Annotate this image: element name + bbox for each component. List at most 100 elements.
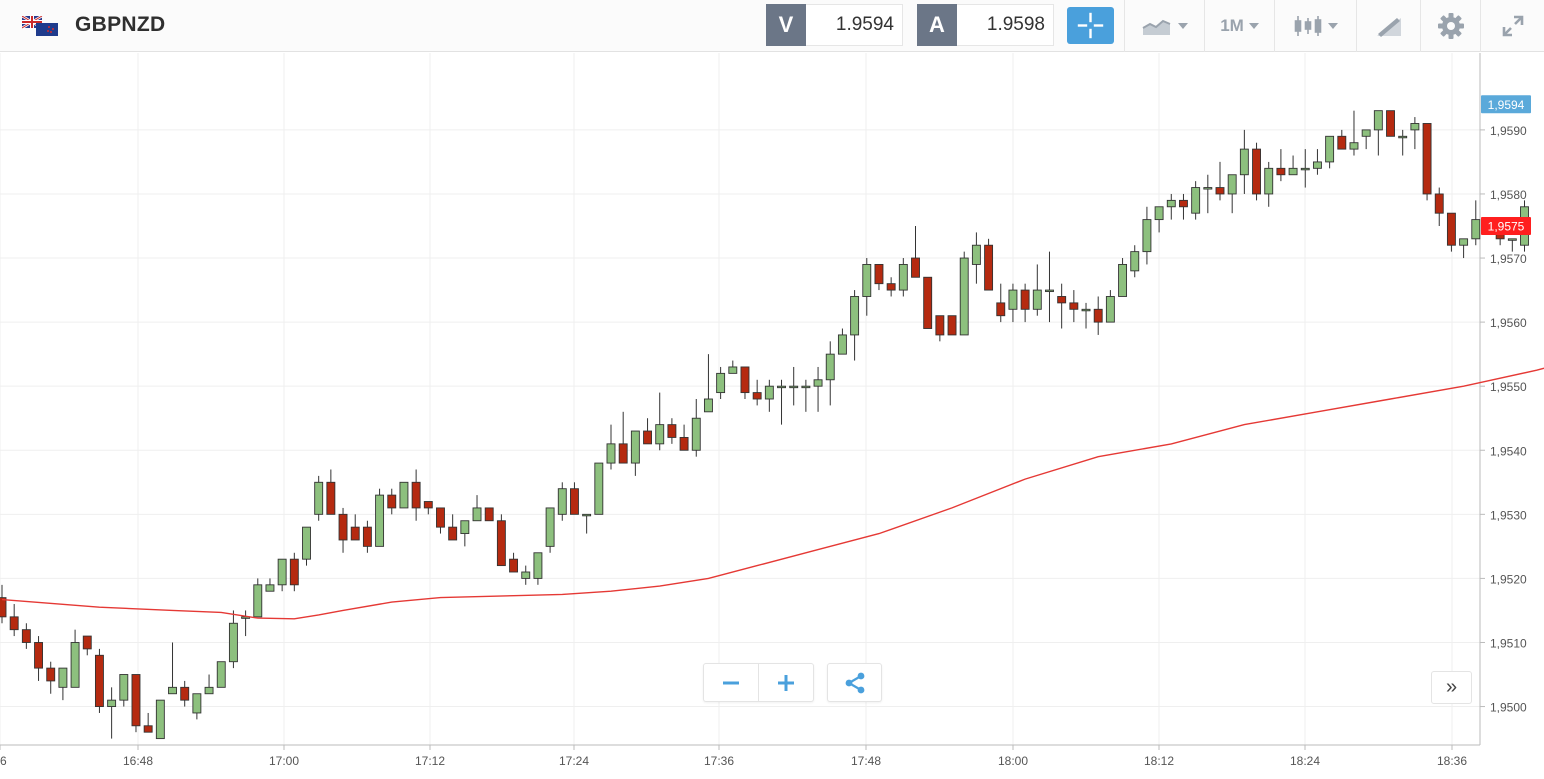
candle-body: [1130, 251, 1140, 272]
area-chart-icon: [1142, 19, 1171, 35]
candle-body: [1032, 289, 1042, 310]
chevron-down-icon: [1248, 23, 1259, 29]
candle-body: [496, 520, 506, 567]
instrument-symbol: GBPNZD: [75, 13, 166, 36]
candle-body: [1227, 174, 1237, 195]
drawing-tools-button[interactable]: [1356, 0, 1420, 52]
candle-body: [326, 481, 336, 515]
price-chart[interactable]: 1,9500 1,9510 1,9520 1,9530 1,9540 1,9550 1,95…: [0, 53, 1544, 779]
candle-body: [1276, 167, 1286, 176]
candle-body: [1264, 167, 1274, 195]
candle-body: [679, 436, 689, 451]
candle-body: [582, 513, 592, 517]
zoom-controls: [703, 663, 814, 702]
candle-body: [789, 385, 799, 389]
candle-body: [21, 629, 31, 643]
candle-body: [302, 526, 311, 560]
candle-body: [1312, 161, 1322, 169]
y-axis-tick-label: 1,9570: [1490, 252, 1527, 266]
candle-body: [82, 635, 92, 650]
candle-body: [509, 558, 519, 573]
candle-body: [1105, 296, 1115, 323]
double-chevron-right-icon: »: [1445, 676, 1458, 698]
candle-body: [935, 315, 945, 336]
candle-body: [180, 686, 190, 701]
y-axis-tick-label: 1,9580: [1490, 188, 1527, 202]
sell-price-box[interactable]: V 1.9594: [766, 4, 903, 46]
sell-label: V: [766, 4, 806, 46]
share-button[interactable]: [827, 663, 882, 702]
candle-body: [362, 526, 372, 547]
x-axis-tick-label: 6: [0, 754, 7, 768]
candle-body: [911, 257, 920, 278]
candle-body: [923, 276, 933, 329]
candle-body: [0, 597, 7, 618]
candle-body: [971, 244, 981, 265]
moving-average-line: [1, 367, 1544, 620]
candle-body: [1081, 308, 1091, 312]
candle-body: [472, 507, 482, 522]
candle-body: [423, 501, 433, 509]
candle-body: [1410, 123, 1420, 131]
candle-body: [521, 571, 531, 579]
candle-body: [740, 366, 750, 394]
zoom-in-button[interactable]: [759, 664, 814, 701]
candle-body: [1166, 199, 1176, 208]
candle-body: [1142, 219, 1152, 253]
candle-body: [350, 526, 360, 541]
x-axis-tick-label: 18:00: [998, 754, 1028, 768]
candle-body: [996, 302, 1006, 317]
settings-button[interactable]: [1420, 0, 1480, 52]
candle-body: [338, 513, 348, 541]
buy-price-box[interactable]: A 1.9598: [917, 4, 1054, 46]
candle-body: [886, 283, 896, 291]
candle-body: [155, 699, 165, 740]
price-chart-svg[interactable]: 1,9500 1,9510 1,9520 1,9530 1,9540 1,9550 1,95…: [0, 53, 1544, 779]
candle-body: [1361, 129, 1371, 137]
candle-body: [1045, 289, 1054, 293]
y-axis-tick-label: 1,9520: [1490, 572, 1527, 586]
candle-body: [387, 494, 397, 509]
x-axis-tick-label: 17:36: [704, 754, 734, 768]
zoom-out-button[interactable]: [704, 664, 759, 701]
candle-body: [752, 392, 762, 400]
candle-body: [143, 725, 153, 733]
y-axis-tick-label: 1,9550: [1490, 380, 1527, 394]
candle-body: [557, 488, 567, 515]
candle-body: [764, 385, 774, 400]
candle-body: [1422, 123, 1432, 195]
candle-body: [594, 462, 604, 515]
candle-body: [1300, 167, 1310, 171]
candle-body: [1203, 187, 1213, 190]
candlestick-icon: [1294, 16, 1322, 36]
fullscreen-button[interactable]: [1480, 0, 1544, 52]
candle-body: [70, 642, 80, 688]
candle-body: [874, 263, 884, 285]
y-axis-tick-label: 1,9500: [1490, 701, 1527, 715]
candle-style-button[interactable]: [1274, 0, 1356, 52]
plus-icon: [777, 674, 794, 691]
candle-body: [484, 507, 494, 522]
candle-body: [533, 552, 543, 579]
candle-body: [1386, 110, 1395, 137]
timeframe-dropdown[interactable]: 1M: [1204, 0, 1274, 52]
candle-body: [58, 667, 68, 688]
y-axis-tick-label: 1,9560: [1490, 316, 1527, 330]
candle-body: [984, 244, 994, 291]
candle-body: [277, 558, 287, 586]
scroll-to-end-button[interactable]: »: [1431, 671, 1472, 704]
crosshair-button[interactable]: [1067, 7, 1114, 44]
x-axis-tick-label: 17:48: [851, 754, 881, 768]
chevron-down-icon: [1178, 23, 1188, 29]
x-axis-tick-label: 18:24: [1290, 754, 1320, 768]
share-icon: [845, 672, 864, 693]
candle-body: [1337, 135, 1347, 150]
chart-toolbar: GBPNZD V 1.9594 A 1.9598: [0, 0, 1544, 52]
chevron-down-icon: [1328, 23, 1338, 29]
candle-body: [545, 507, 555, 547]
y-axis-tick-label: 1,9510: [1490, 636, 1527, 650]
candle-body: [1507, 238, 1517, 241]
candle-body: [94, 654, 104, 708]
chart-type-button[interactable]: [1124, 0, 1204, 52]
candle-body: [801, 385, 811, 389]
